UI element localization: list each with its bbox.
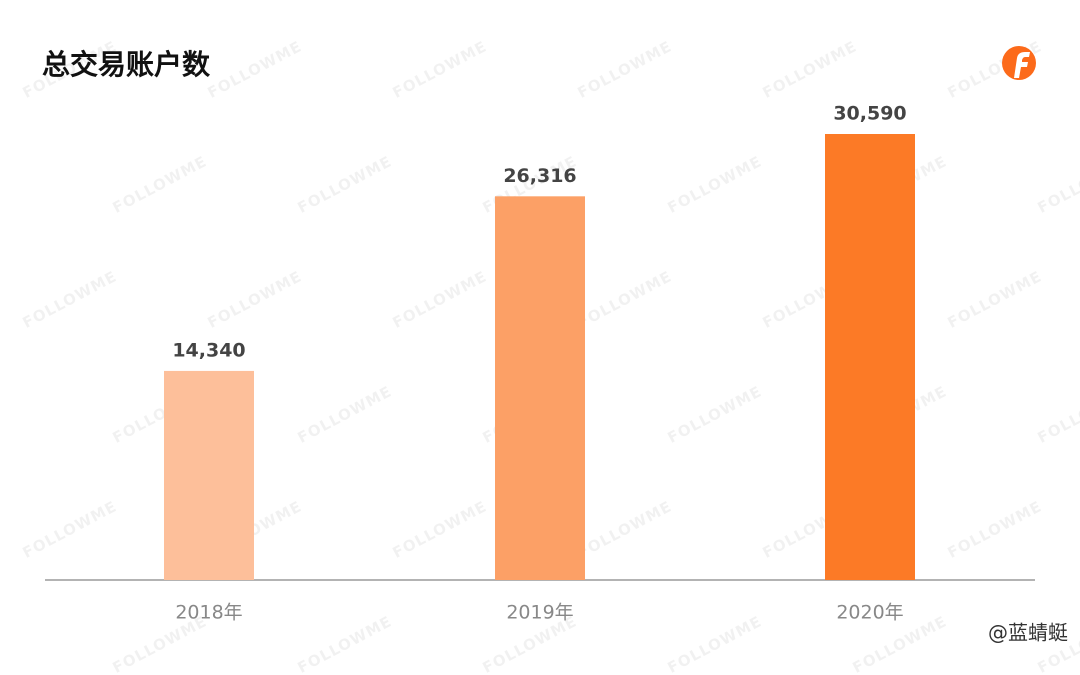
credit: @蓝蜻蜓 — [988, 621, 1068, 645]
watermark: FOLLOWME — [945, 267, 1045, 332]
watermark: FOLLOWME — [665, 152, 765, 217]
watermark: FOLLOWME — [665, 612, 765, 675]
watermark: FOLLOWME — [295, 382, 395, 447]
watermark: FOLLOWME — [945, 497, 1045, 562]
x-tick-label: 2018年 — [175, 602, 242, 624]
x-tick-label: 2020年 — [836, 602, 903, 624]
value-label: 26,316 — [503, 165, 576, 187]
watermark: FOLLOWME — [575, 267, 675, 332]
watermark: FOLLOWME — [390, 267, 490, 332]
logo-mark — [1014, 52, 1030, 78]
watermark: FOLLOWME — [205, 267, 305, 332]
watermark: FOLLOWME — [20, 497, 120, 562]
logo — [1002, 46, 1036, 80]
watermark: FOLLOWME — [390, 497, 490, 562]
watermark: FOLLOWME — [295, 612, 395, 675]
watermark: FOLLOWME — [575, 37, 675, 102]
value-label: 14,340 — [172, 339, 245, 361]
watermark: FOLLOWME — [760, 37, 860, 102]
watermark: FOLLOWME — [110, 152, 210, 217]
value-label: 30,590 — [833, 103, 906, 125]
watermark: FOLLOWME — [1035, 382, 1080, 447]
watermark: FOLLOWME — [20, 267, 120, 332]
watermark: FOLLOWME — [390, 37, 490, 102]
watermark: FOLLOWME — [205, 37, 305, 102]
x-tick-label: 2019年 — [506, 602, 573, 624]
watermark: FOLLOWME — [1035, 152, 1080, 217]
watermark: FOLLOWME — [295, 152, 395, 217]
bar — [164, 370, 254, 580]
bar — [495, 196, 585, 580]
watermark: FOLLOWME — [575, 497, 675, 562]
bar — [825, 134, 915, 580]
chart-title: 总交易账户数 — [42, 48, 211, 81]
watermark: FOLLOWME — [665, 382, 765, 447]
